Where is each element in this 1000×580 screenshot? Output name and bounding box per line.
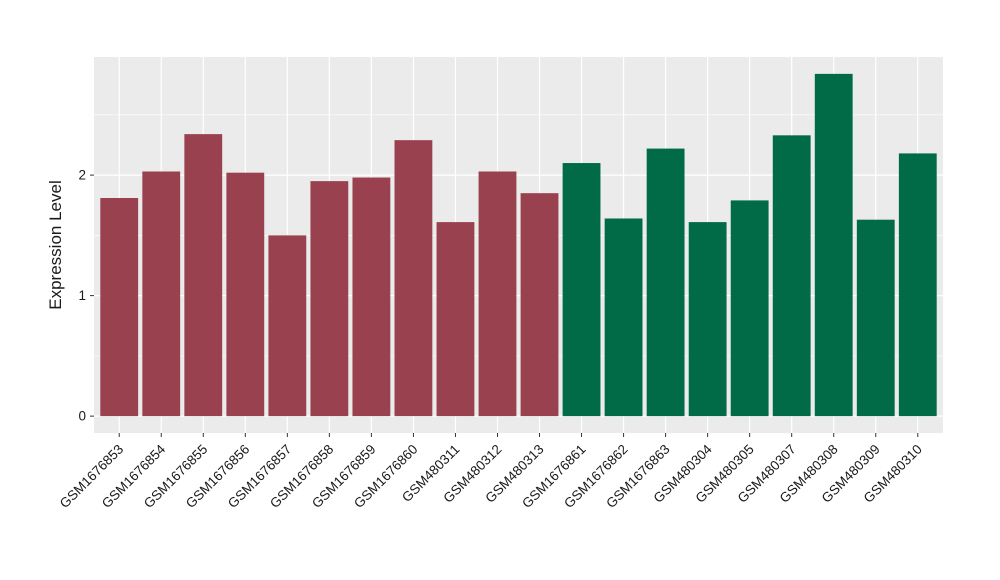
y-tick-label: 1 xyxy=(78,288,86,303)
bar-GSM480305 xyxy=(730,200,769,417)
bar-GSM480312 xyxy=(478,171,517,417)
bar-GSM1676861 xyxy=(562,163,601,417)
bar-GSM480311 xyxy=(436,222,475,417)
bar-GSM1676853 xyxy=(100,198,139,417)
bar-GSM480307 xyxy=(772,135,811,417)
bar-GSM1676860 xyxy=(394,140,433,417)
bar-GSM1676854 xyxy=(142,171,181,417)
bar-GSM1676856 xyxy=(226,172,265,417)
bar-GSM1676859 xyxy=(352,177,391,417)
bar-GSM480310 xyxy=(898,153,937,417)
bar-GSM1676858 xyxy=(310,181,349,417)
bar-GSM480304 xyxy=(688,222,727,417)
bar-GSM480313 xyxy=(520,193,559,417)
bar-GSM1676855 xyxy=(184,134,223,417)
bar-GSM1676862 xyxy=(604,218,643,417)
bar-GSM480308 xyxy=(814,73,853,417)
bar-GSM480309 xyxy=(856,219,895,417)
bar-GSM1676857 xyxy=(268,235,307,417)
bar-GSM1676863 xyxy=(646,148,685,417)
y-tick-label: 2 xyxy=(78,168,86,183)
y-tick-label: 0 xyxy=(78,409,86,424)
